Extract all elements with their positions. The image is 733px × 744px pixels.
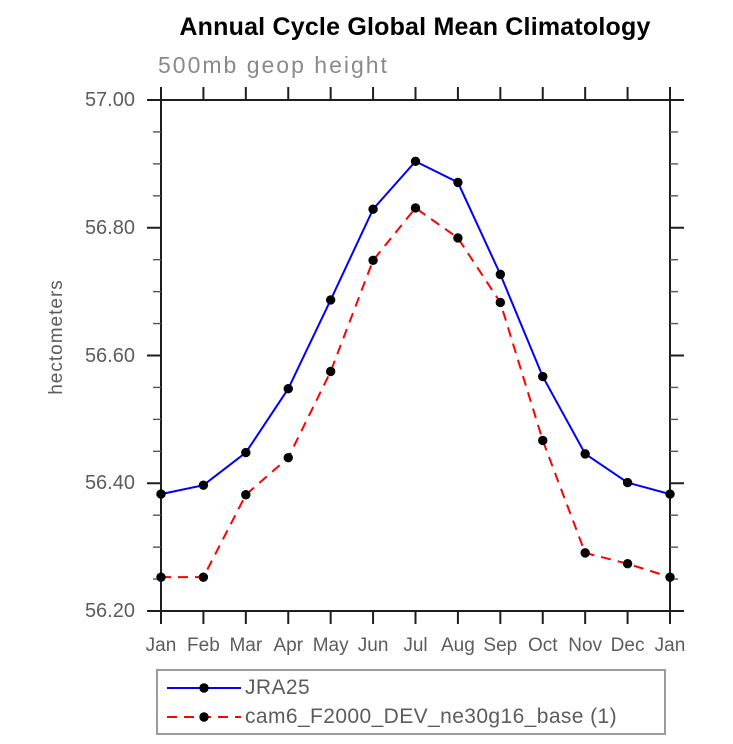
x-tick-label: Jan — [145, 635, 177, 656]
chart-subtitle: 500mb geop height — [158, 52, 389, 78]
legend-line-sample-icon — [167, 682, 241, 693]
y-tick-label: 56.40 — [84, 472, 135, 495]
x-tick-label: Apr — [273, 635, 304, 656]
x-tick-label: May — [312, 635, 349, 656]
chart-title: Annual Cycle Global Mean Climatology — [179, 13, 651, 41]
x-tick-label: Sep — [483, 635, 518, 656]
y-tick-label: 56.80 — [84, 216, 135, 239]
x-tick-label: Nov — [568, 635, 603, 656]
legend-item: JRA25 — [165, 673, 664, 702]
y-tick-label: 56.60 — [84, 344, 135, 367]
x-tick-label: Feb — [187, 635, 220, 656]
legend: JRA25 cam6_F2000_DEV_ne30g16_base (1) — [156, 669, 666, 735]
y-tick-label: 57.00 — [84, 89, 135, 111]
legend-line-sample-icon — [167, 711, 241, 722]
legend-item: cam6_F2000_DEV_ne30g16_base (1) — [165, 702, 664, 731]
x-tick-label: Jul — [403, 635, 428, 656]
x-tick-label: Dec — [610, 635, 645, 656]
x-tick-label: Oct — [527, 635, 558, 656]
x-tick-label: Mar — [229, 635, 263, 656]
x-tick-label: Jan — [654, 635, 686, 656]
x-tick-label: Jun — [357, 635, 389, 656]
y-tick-label: 56.20 — [84, 600, 135, 622]
legend-label: JRA25 — [245, 675, 311, 699]
x-tick-label: Aug — [441, 635, 475, 656]
legend-label: cam6_F2000_DEV_ne30g16_base (1) — [245, 704, 617, 728]
